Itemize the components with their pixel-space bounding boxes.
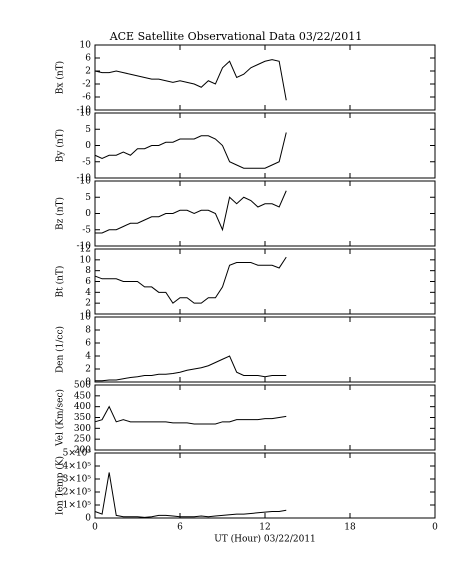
y-axis-label: Bt (nT) bbox=[55, 266, 66, 298]
y-tick-label: 0 bbox=[85, 310, 91, 320]
x-tick-label: 0 bbox=[92, 523, 98, 533]
y-tick-label: 10 bbox=[80, 41, 92, 51]
data-line bbox=[94, 256, 287, 304]
y-tick-label: -10 bbox=[77, 174, 92, 184]
y-tick-label: 10 bbox=[80, 109, 92, 119]
data-line bbox=[95, 355, 287, 382]
y-tick-label: 12 bbox=[80, 245, 91, 255]
y-tick-label: -10 bbox=[77, 106, 92, 116]
y-tick-label: 5 bbox=[85, 193, 91, 203]
data-line bbox=[95, 190, 287, 234]
y-tick-label: 10 bbox=[80, 313, 92, 323]
x-tick-label: 12 bbox=[259, 523, 270, 533]
y-tick-label: 400 bbox=[74, 402, 91, 412]
y-tick-label: 300 bbox=[74, 424, 91, 434]
y-axis-label: Bx (nT) bbox=[55, 61, 66, 94]
data-line bbox=[94, 59, 287, 101]
y-tick-label: 4 bbox=[85, 352, 91, 362]
y-tick-label: 6 bbox=[85, 339, 91, 349]
data-line bbox=[94, 405, 287, 425]
chart-title: ACE Satellite Observational Data 03/22/2… bbox=[109, 30, 363, 43]
y-tick-label: 2 bbox=[85, 299, 91, 309]
y-tick-label: 1×10⁵ bbox=[63, 501, 92, 511]
y-tick-label: 0 bbox=[85, 141, 91, 151]
y-tick-label: 10 bbox=[80, 177, 92, 187]
y-tick-label: 0 bbox=[85, 378, 91, 388]
y-tick-label: 3×10⁵ bbox=[63, 475, 92, 485]
y-tick-label: 8 bbox=[85, 266, 91, 276]
y-tick-label: 2 bbox=[85, 67, 91, 77]
y-tick-label: 6 bbox=[85, 277, 91, 287]
y-tick-label: 8 bbox=[85, 326, 91, 336]
y-tick-label: 2×10⁵ bbox=[63, 488, 92, 498]
y-tick-label: 0 bbox=[85, 514, 91, 524]
panel-frame bbox=[94, 180, 436, 247]
y-tick-label: 6 bbox=[85, 54, 91, 64]
data-line bbox=[94, 132, 287, 169]
x-tick-label: 6 bbox=[177, 523, 183, 533]
y-tick-label: 2 bbox=[85, 365, 91, 375]
data-line bbox=[94, 472, 287, 518]
y-tick-label: -2 bbox=[82, 80, 91, 90]
y-tick-label: 10 bbox=[80, 255, 92, 265]
y-tick-label: 450 bbox=[74, 391, 91, 401]
x-axis-label: UT (Hour) 03/22/2011 bbox=[214, 534, 316, 545]
y-tick-label: 0 bbox=[85, 209, 91, 219]
x-tick-label: 18 bbox=[344, 523, 356, 533]
y-tick-label: 4×10⁵ bbox=[63, 462, 92, 472]
y-tick-label: 4 bbox=[85, 288, 91, 298]
y-tick-label: 350 bbox=[74, 413, 91, 423]
panel-frame bbox=[94, 452, 436, 519]
y-tick-label: -5 bbox=[82, 225, 91, 235]
y-axis-label: Den (1/cc) bbox=[55, 326, 66, 373]
y-tick-label: 200 bbox=[74, 446, 91, 456]
panel-frame bbox=[94, 248, 436, 315]
y-axis-label: By (nT) bbox=[55, 129, 66, 162]
y-tick-label: 500 bbox=[74, 381, 91, 391]
y-tick-label: 250 bbox=[74, 435, 91, 445]
panel-frame bbox=[94, 316, 436, 383]
y-axis-label: Vel (Km/sec) bbox=[55, 389, 66, 447]
y-tick-label: -10 bbox=[77, 242, 92, 252]
y-tick-label: -6 bbox=[82, 93, 91, 103]
y-tick-label: 5×10⁵ bbox=[63, 449, 92, 459]
y-tick-label: 5 bbox=[85, 125, 91, 135]
y-tick-label: -5 bbox=[82, 157, 91, 167]
x-tick-label: 0 bbox=[432, 523, 438, 533]
y-axis-label: Bz (nT) bbox=[55, 197, 66, 230]
panel-frame bbox=[94, 384, 436, 451]
y-axis-label: Ion Temp (K) bbox=[55, 456, 66, 515]
